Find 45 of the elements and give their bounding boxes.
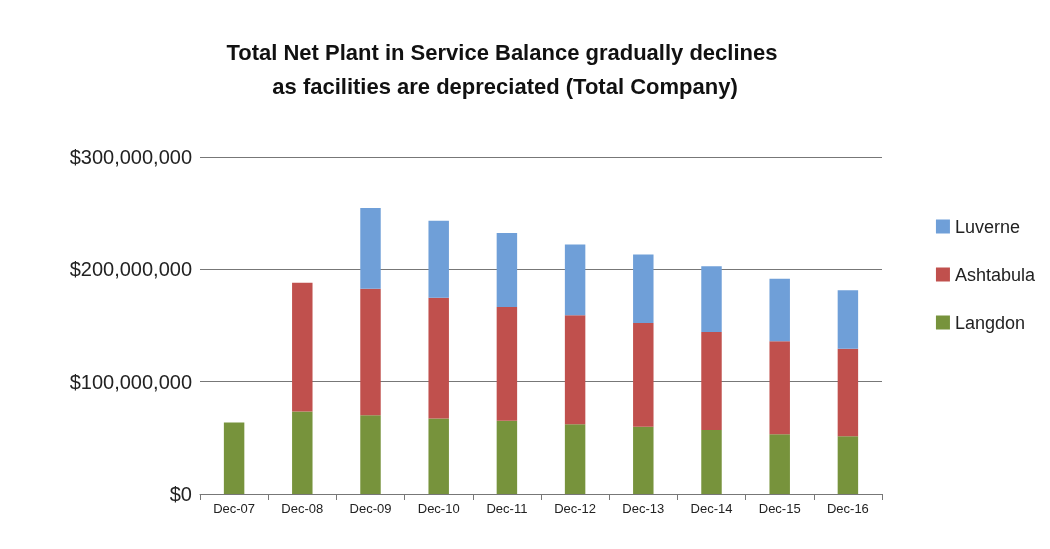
y-tick-label: $100,000,000 — [69, 370, 192, 393]
y-tick-label: $0 — [169, 483, 192, 505]
bar — [496, 420, 518, 494]
y-tick-label: $200,000,000 — [69, 258, 192, 281]
bar — [701, 430, 722, 494]
bar — [496, 233, 518, 307]
y-tick-label: $300,000,000 — [69, 146, 192, 168]
bar — [769, 434, 790, 494]
x-tick-label: Dec-08 — [281, 501, 324, 516]
chart-title: Total Net Plant in Service Balance gradually declines as facilities are depreciated (Total Company) — [226, 39, 784, 99]
x-tick-label: Dec-12 — [554, 501, 597, 516]
x-tick-label: Dec-14 — [690, 501, 733, 516]
bar — [223, 422, 245, 494]
bar — [633, 426, 654, 494]
legend-label: Ashtabula — [954, 264, 1036, 285]
bar — [769, 278, 790, 342]
x-tick-label: Dec-10 — [417, 501, 460, 516]
bar — [292, 411, 313, 494]
bar — [360, 208, 381, 289]
bar — [564, 244, 586, 316]
bar — [633, 322, 654, 427]
bar — [769, 341, 790, 435]
bar — [428, 220, 449, 298]
bar — [292, 282, 313, 412]
bar — [360, 288, 381, 416]
bar — [360, 415, 381, 494]
bar — [701, 266, 722, 332]
x-tick-label: Dec-09 — [349, 501, 392, 516]
x-tick-label: Dec-16 — [826, 501, 869, 516]
x-tick-label: Dec-13 — [622, 501, 665, 516]
legend-label: Langdon — [954, 312, 1026, 333]
x-tick-label: Dec-07 — [213, 501, 256, 516]
bar — [428, 297, 449, 419]
bar — [564, 424, 586, 494]
bar — [428, 418, 449, 494]
x-tick-label: Dec-11 — [486, 501, 528, 516]
legend-label: Luverne — [954, 216, 1020, 237]
bar — [496, 306, 518, 421]
bar — [837, 348, 859, 437]
bar — [564, 315, 586, 425]
bar — [837, 436, 859, 494]
bar — [837, 290, 859, 349]
bar — [633, 254, 654, 323]
bar — [701, 331, 722, 431]
x-tick-label: Dec-15 — [758, 501, 801, 516]
